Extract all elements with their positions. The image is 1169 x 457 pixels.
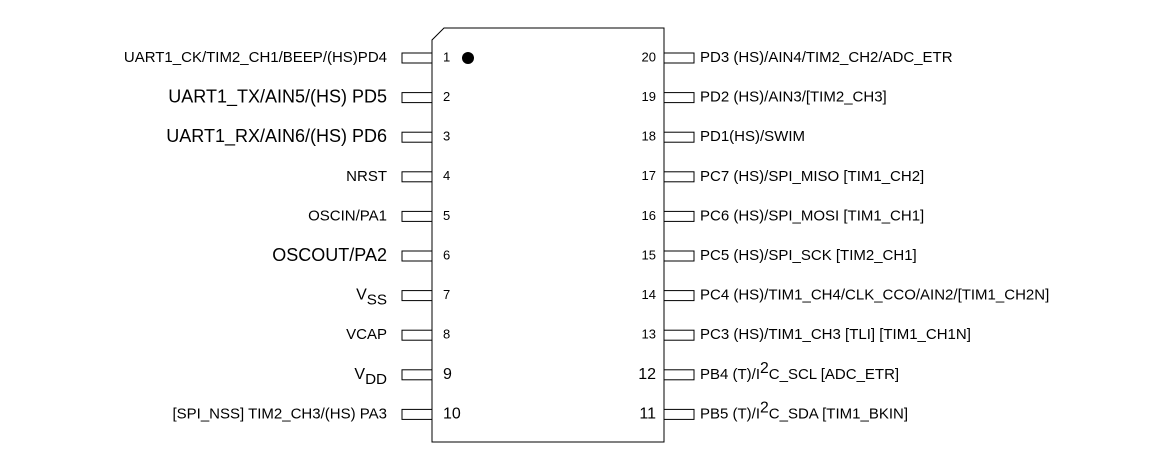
pin-label: OSCOUT/PA2	[272, 245, 387, 265]
pin-number: 5	[443, 208, 450, 223]
label-part: V	[356, 287, 367, 304]
pin-number: 18	[642, 129, 656, 144]
label-part: C_SCL [ADC_ETR]	[769, 366, 899, 383]
pin-stub	[401, 210, 433, 222]
pin-label: PC7 (HS)/SPI_MISO [TIM1_CH2]	[700, 168, 924, 185]
pin-stub	[663, 171, 695, 183]
pin-label: PD1(HS)/SWIM	[700, 128, 805, 145]
pin-stub	[663, 131, 695, 143]
label-part: SS	[367, 291, 387, 308]
pin-number: 11	[639, 406, 656, 423]
label-part: C_SDA [TIM1_BKIN]	[769, 405, 908, 422]
pin-number: 17	[642, 168, 656, 183]
pin-number: 4	[443, 168, 450, 183]
label-part: V	[354, 366, 365, 383]
pin-number: 3	[443, 129, 450, 144]
pin-stub	[401, 329, 433, 341]
pin-stub	[401, 408, 433, 420]
label-part: 2	[760, 360, 769, 377]
pin-stub	[663, 52, 695, 64]
pin-stub	[401, 290, 433, 302]
label-part: 2	[760, 399, 769, 416]
pin-number: 16	[642, 208, 656, 223]
pin-label: VSS	[356, 287, 387, 308]
pin-stub	[663, 369, 695, 381]
pin-stub	[401, 369, 433, 381]
pin-label: PD2 (HS)/AIN3/[TIM2_CH3]	[700, 89, 887, 106]
pin-number: 9	[443, 366, 452, 383]
pin-label: PB4 (T)/I2C_SCL [ADC_ETR]	[700, 360, 899, 383]
pin-label: VCAP	[346, 326, 387, 343]
pin-stub	[663, 92, 695, 104]
pin-stub	[401, 92, 433, 104]
pin-number: 10	[443, 406, 461, 423]
pin-number: 8	[443, 327, 450, 342]
pin-stub	[663, 250, 695, 262]
pin-number: 12	[638, 366, 656, 383]
pin-number: 19	[642, 89, 656, 104]
pin-label: [SPI_NSS] TIM2_CH3/(HS) PA3	[172, 405, 387, 422]
chip-body	[431, 27, 665, 443]
pin-number: 1	[443, 49, 450, 64]
pin-number: 13	[642, 327, 656, 342]
pin-stub	[401, 171, 433, 183]
pin-label: UART1_CK/TIM2_CH1/BEEP/(HS)PD4	[124, 49, 387, 66]
pin-stub	[663, 290, 695, 302]
pin-label: NRST	[346, 168, 387, 185]
pin-label: UART1_RX/AIN6/(HS) PD6	[166, 126, 387, 147]
pin-number: 20	[642, 49, 656, 64]
label-part: PB5 (T)/I	[700, 405, 760, 422]
pin-stub	[663, 329, 695, 341]
label-part: DD	[365, 370, 387, 387]
pin-number: 15	[642, 247, 656, 262]
pin-stub	[663, 408, 695, 420]
pin-label: PC3 (HS)/TIM1_CH3 [TLI] [TIM1_CH1N]	[700, 326, 971, 343]
pin-label: PB5 (T)/I2C_SDA [TIM1_BKIN]	[700, 399, 908, 422]
pin-label: UART1_TX/AIN5/(HS) PD5	[168, 86, 387, 107]
pin-number: 2	[443, 89, 450, 104]
pin-number: 7	[443, 287, 450, 302]
pin-label: PC6 (HS)/SPI_MOSI [TIM1_CH1]	[700, 207, 924, 224]
pin-label: PC4 (HS)/TIM1_CH4/CLK_CCO/AIN2/[TIM1_CH2…	[700, 287, 1049, 304]
pin-label: PD3 (HS)/AIN4/TIM2_CH2/ADC_ETR	[700, 49, 953, 66]
pin-stub	[401, 131, 433, 143]
pin-label: PC5 (HS)/SPI_SCK [TIM2_CH1]	[700, 247, 917, 264]
pin-number: 14	[642, 287, 656, 302]
pin-stub	[663, 210, 695, 222]
pin-label: VDD	[354, 366, 387, 387]
label-part: PB4 (T)/I	[700, 366, 760, 383]
pin-stub	[401, 250, 433, 262]
pin-stub	[401, 52, 433, 64]
pin-label: OSCIN/PA1	[308, 207, 387, 224]
pin1-dot	[462, 52, 474, 64]
pin-number: 6	[443, 247, 450, 262]
